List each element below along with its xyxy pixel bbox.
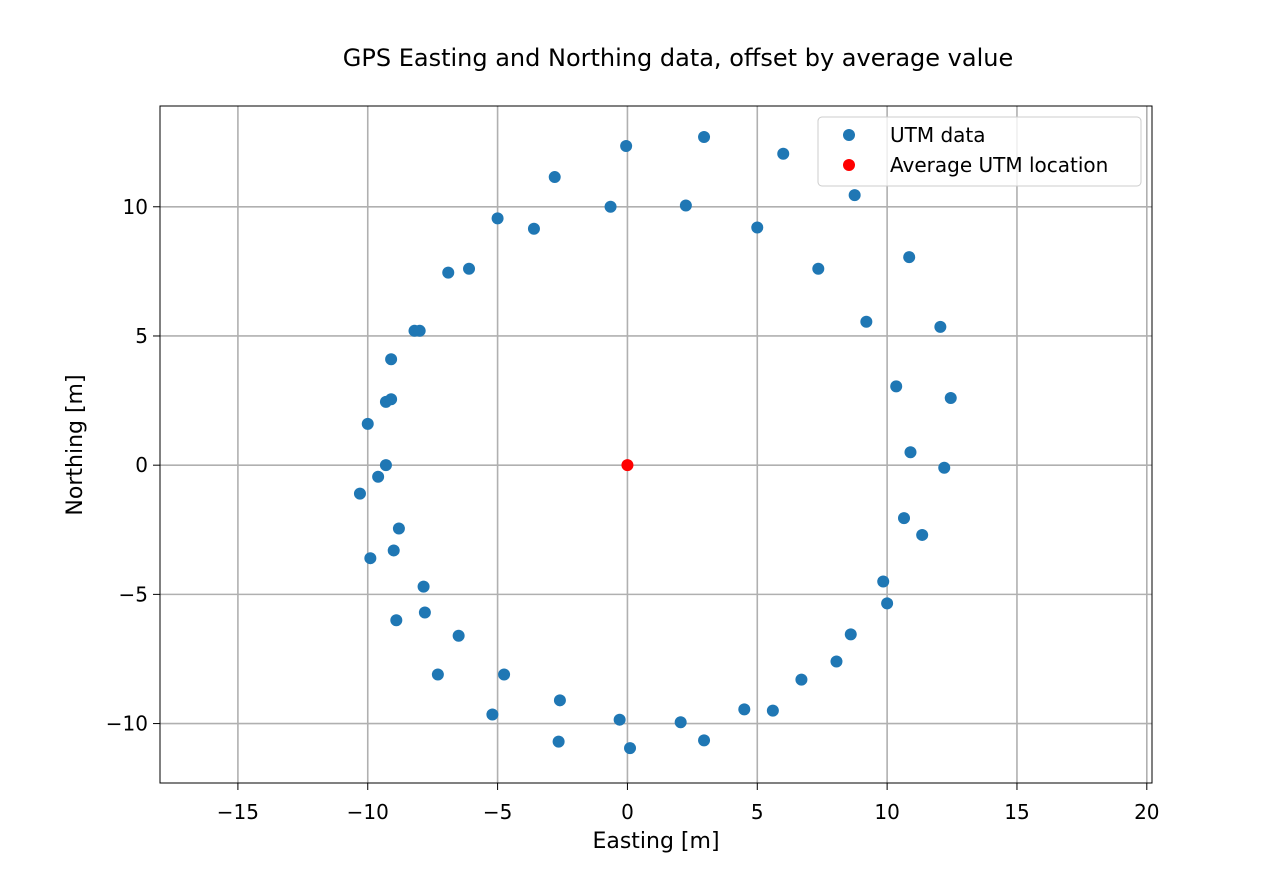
x-tick-label: −15	[217, 800, 259, 824]
axes-frame	[159, 105, 1153, 784]
average-utm-location-point	[621, 459, 634, 472]
utm-data-point	[916, 528, 929, 541]
utm-data-point	[620, 140, 633, 153]
utm-data-point	[387, 544, 400, 557]
legend-box	[817, 116, 1142, 187]
y-axis-label: Northing [m]	[63, 374, 88, 515]
utm-data-point	[679, 199, 692, 212]
utm-data-point	[498, 668, 511, 681]
utm-data-point	[463, 262, 476, 275]
utm-data-point	[812, 262, 825, 275]
utm-data-point	[877, 575, 890, 588]
utm-data-point	[548, 171, 561, 184]
x-tick-label: 0	[621, 800, 634, 824]
utm-data-point	[413, 324, 426, 337]
utm-data-point	[491, 212, 504, 225]
legend-label-average-utm-location: Average UTM location	[890, 153, 1108, 177]
utm-data-point	[527, 222, 540, 235]
utm-data-point	[418, 606, 431, 619]
x-tick-label: −10	[347, 800, 389, 824]
utm-data-point	[860, 315, 873, 328]
legend-label-utm-data: UTM data	[890, 123, 986, 147]
axis-ticks: −15 −10 −5 0 5 10 15 20 −10 −5 0 5 10	[106, 195, 1160, 824]
y-tick-label: 10	[123, 195, 148, 219]
utm-data-point	[751, 221, 764, 234]
utm-data-point	[795, 673, 808, 686]
utm-data-point	[674, 716, 687, 729]
utm-data-point	[698, 131, 711, 144]
y-tick-label: 0	[135, 453, 148, 477]
utm-data-point	[944, 391, 957, 404]
utm-data-point	[486, 708, 499, 721]
utm-data-point	[624, 742, 637, 755]
utm-data-point	[553, 694, 566, 707]
utm-data-point	[361, 417, 374, 430]
utm-data-point	[552, 735, 565, 748]
utm-data-point	[830, 655, 843, 668]
utm-data-point	[452, 629, 465, 642]
x-tick-label: 15	[1004, 800, 1029, 824]
grid-lines	[160, 106, 1152, 783]
utm-data-point	[372, 470, 385, 483]
utm-data-point	[844, 628, 857, 641]
utm-data-point	[392, 522, 405, 535]
utm-data-point	[766, 704, 779, 717]
utm-data-point	[385, 353, 398, 366]
utm-data-point	[390, 614, 403, 627]
legend-marker-average-utm-location	[843, 159, 855, 171]
utm-data-point	[903, 251, 916, 264]
y-tick-label: 5	[135, 324, 148, 348]
utm-data-point	[934, 320, 947, 333]
plot-points	[353, 131, 957, 755]
legend: UTM data Average UTM location	[817, 116, 1142, 187]
legend-marker-utm-data	[843, 129, 855, 141]
utm-data-point	[881, 597, 894, 610]
utm-data-point	[890, 380, 903, 393]
utm-data-point	[698, 734, 711, 747]
chart-title: GPS Easting and Northing data, offset by…	[343, 44, 1013, 72]
x-tick-label: −5	[483, 800, 512, 824]
utm-data-point	[604, 200, 617, 213]
utm-data-point	[431, 668, 444, 681]
y-tick-label: −10	[106, 712, 148, 736]
y-tick-label: −5	[119, 582, 148, 606]
x-axis-label: Easting [m]	[592, 829, 719, 854]
utm-data-point	[364, 552, 377, 565]
utm-data-point	[938, 461, 951, 474]
utm-data-point	[417, 580, 430, 593]
x-tick-label: 20	[1134, 800, 1159, 824]
utm-data-point	[848, 189, 861, 202]
utm-data-point	[777, 147, 790, 160]
utm-data-point	[898, 512, 910, 525]
utm-data-point	[904, 446, 917, 459]
x-tick-label: 10	[874, 800, 899, 824]
utm-data-point	[738, 703, 751, 716]
utm-data-point	[385, 393, 398, 406]
utm-data-point	[379, 459, 392, 472]
utm-data-point	[353, 487, 366, 500]
x-tick-label: 5	[751, 800, 764, 824]
utm-data-point	[613, 713, 626, 726]
utm-data-point	[442, 266, 455, 279]
